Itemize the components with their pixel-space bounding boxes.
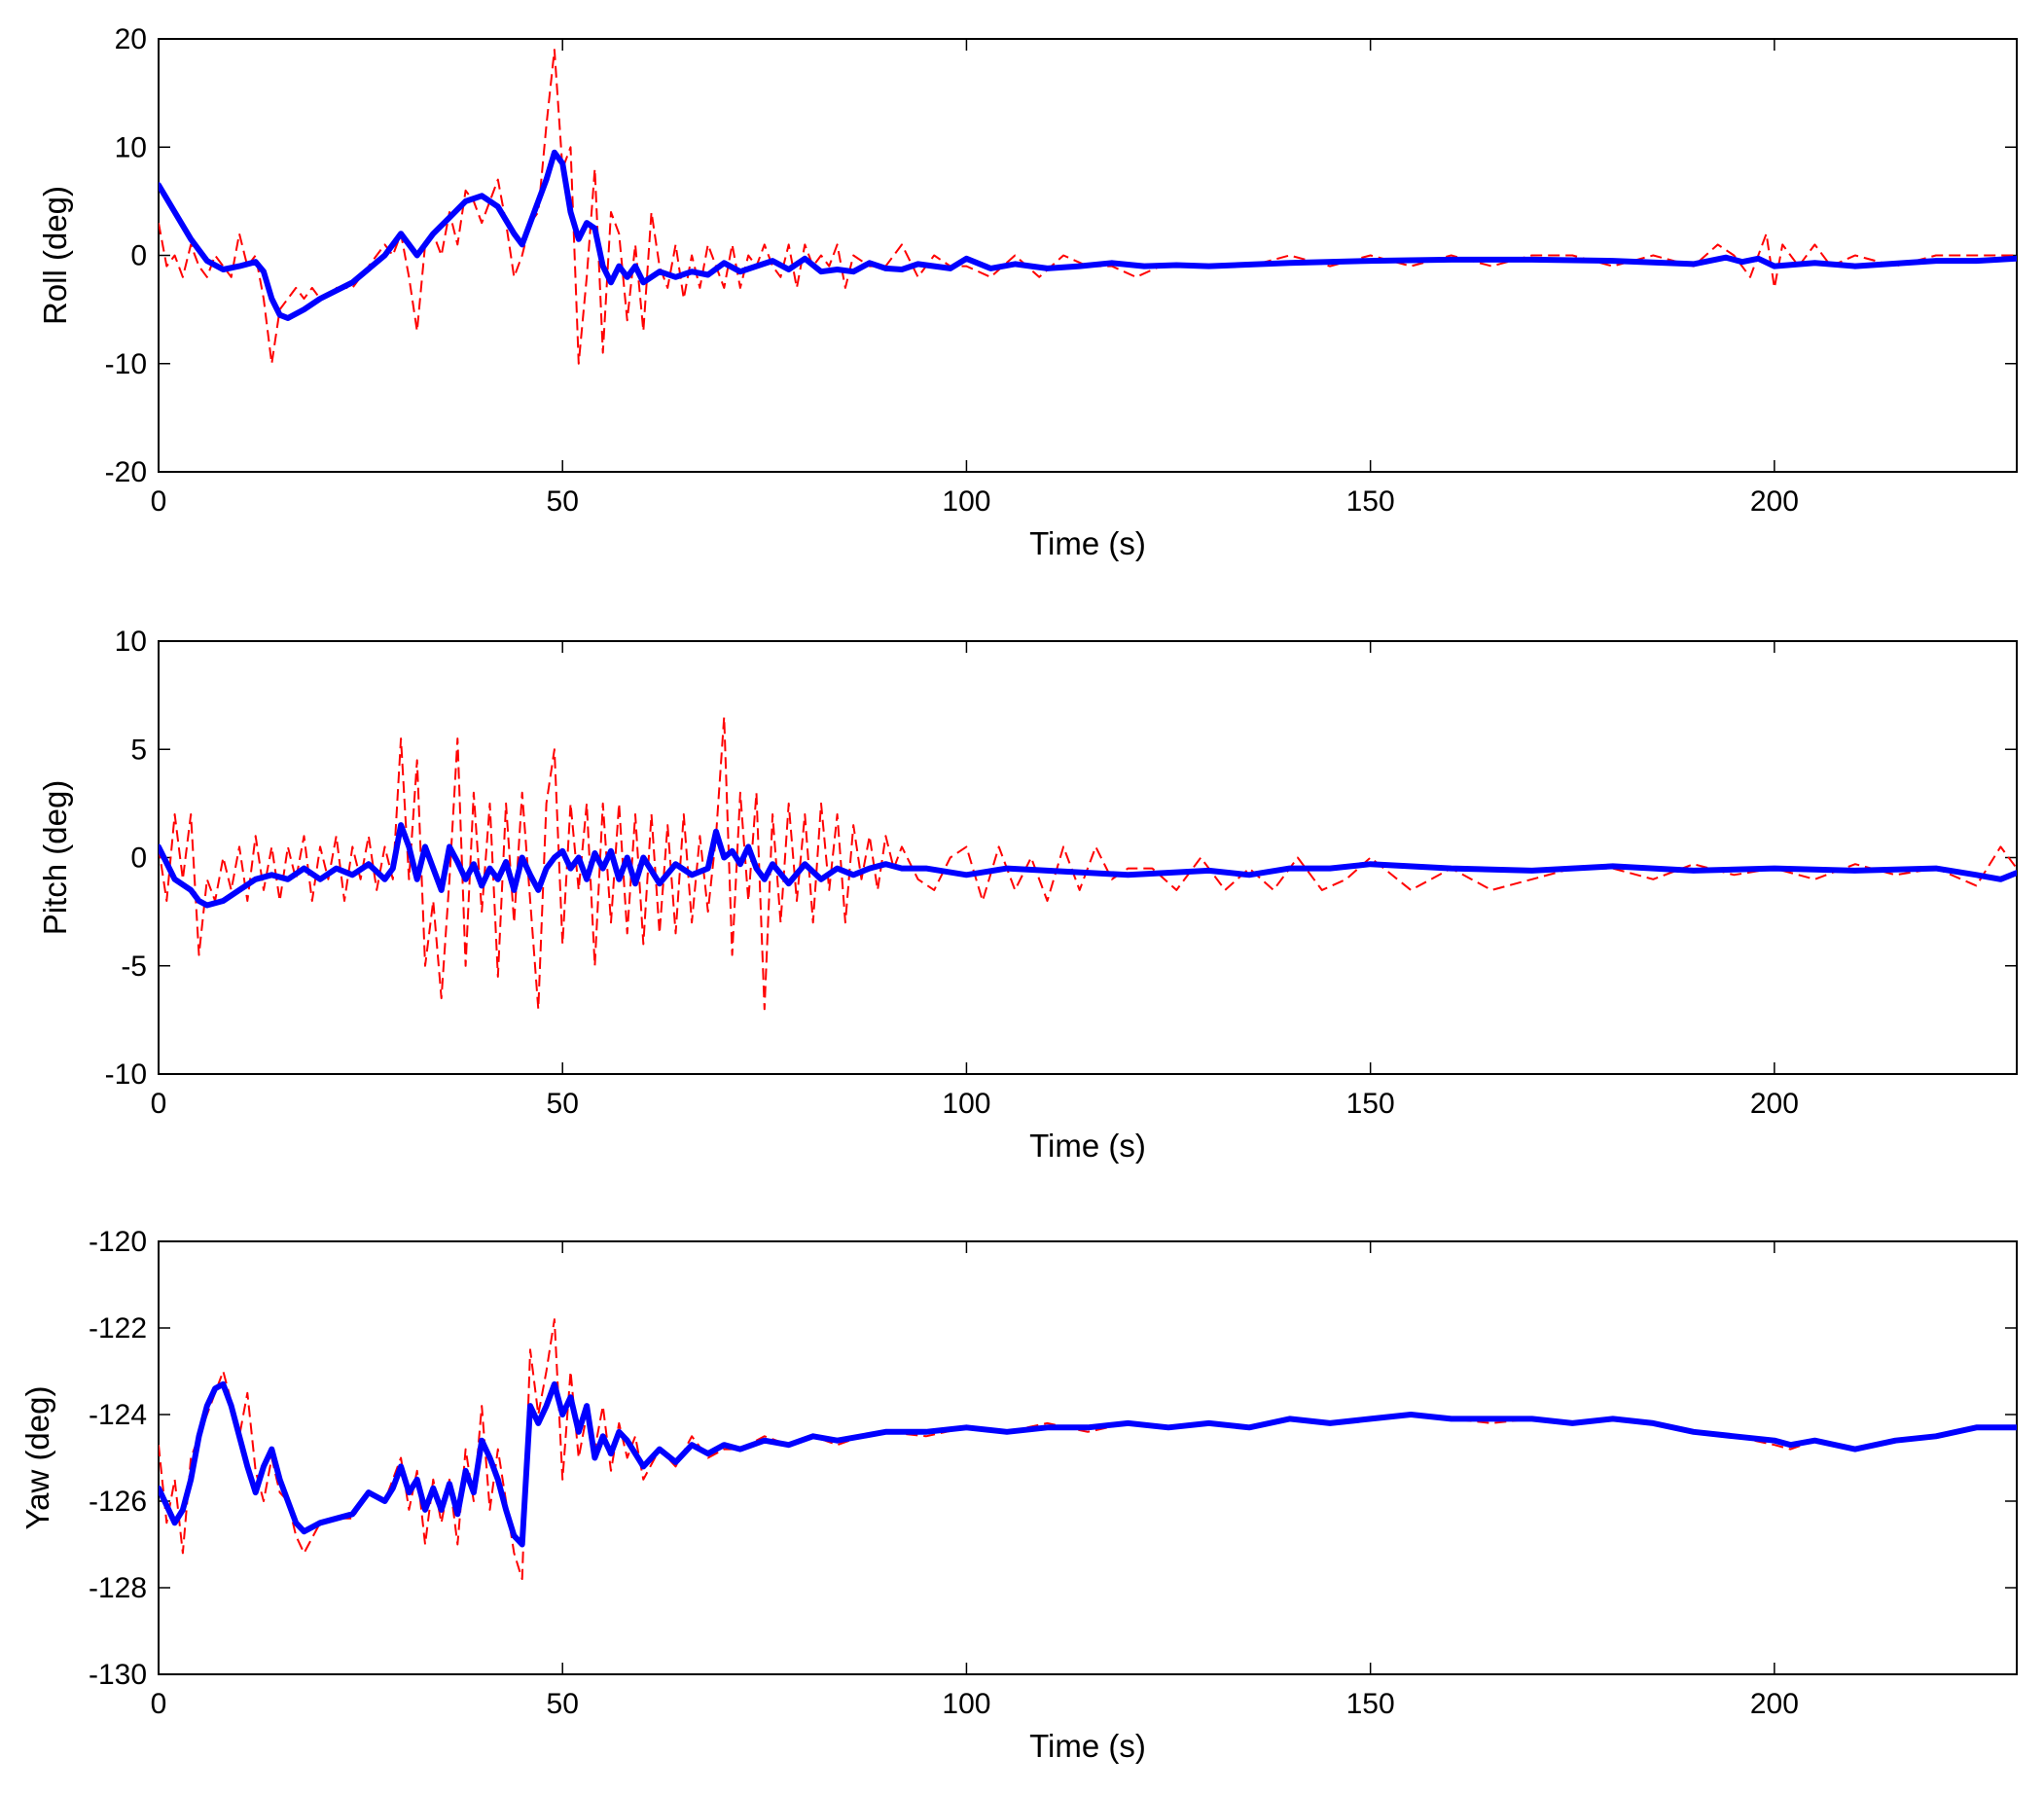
- yaw-x-tick-label: 0: [151, 1688, 167, 1720]
- pitch-y-tick-label: -5: [121, 950, 147, 983]
- pitch-y-axis-label: Pitch (deg): [37, 780, 73, 936]
- yaw-y-tick-label: -120: [89, 1226, 147, 1258]
- pitch-solid-series-line: [159, 822, 2017, 909]
- yaw-y-tick-label: -122: [89, 1312, 147, 1345]
- yaw-x-tick-label: 200: [1750, 1688, 1799, 1720]
- yaw-panel: 0 50 100 150 200 -130 -128 -126 -124 -122 -120 Time…: [19, 1226, 2018, 1764]
- pitch-x-axis-label: Time (s): [1029, 1128, 1146, 1164]
- pitch-y-tick-label: 10: [115, 626, 147, 658]
- roll-y-tick-label: -20: [105, 456, 147, 488]
- roll-y-tick-label: -10: [105, 348, 147, 380]
- pitch-y-tick-label: -10: [105, 1058, 147, 1091]
- yaw-y-tick-label: -126: [89, 1486, 147, 1518]
- roll-y-tick-label: 0: [130, 240, 147, 272]
- yaw-x-axis-label: Time (s): [1029, 1728, 1146, 1764]
- pitch-x-tick-label: 0: [151, 1088, 167, 1120]
- roll-x-tick-label: 0: [151, 485, 167, 518]
- roll-solid-series-line: [159, 149, 2017, 321]
- pitch-x-tick-label: 200: [1750, 1088, 1799, 1120]
- pitch-x-tick-label: 50: [547, 1088, 579, 1120]
- roll-x-tick-label: 50: [547, 485, 579, 518]
- yaw-y-axis-label: Yaw (deg): [19, 1386, 55, 1530]
- pitch-x-tick-label: 150: [1346, 1088, 1395, 1120]
- roll-y-tick-label: 20: [115, 23, 147, 55]
- roll-panel: 0 50 100 150 200 -20 -10 0 10 20 Time (s) Roll (deg…: [37, 23, 2018, 561]
- pitch-plot-area: [158, 640, 2018, 1075]
- roll-x-tick-label: 150: [1346, 485, 1395, 518]
- roll-x-tick-label: 100: [942, 485, 990, 518]
- roll-plot-area: [158, 38, 2018, 473]
- yaw-x-tick-label: 50: [547, 1688, 579, 1720]
- pitch-x-tick-label: 100: [942, 1088, 990, 1120]
- yaw-x-tick-label: 100: [942, 1688, 990, 1720]
- yaw-plot-area: [158, 1240, 2018, 1675]
- yaw-y-tick-label: -124: [89, 1399, 147, 1431]
- roll-y-axis-label: Roll (deg): [37, 186, 73, 325]
- yaw-y-tick-label: -130: [89, 1659, 147, 1691]
- pitch-panel: 0 50 100 150 200 -10 -5 0 5 10 Time (s) Pitch (deg): [37, 626, 2018, 1164]
- roll-x-axis-label: Time (s): [1029, 525, 1146, 561]
- roll-y-tick-label: 10: [115, 131, 147, 163]
- pitch-y-tick-label: 0: [130, 843, 147, 875]
- pitch-y-tick-label: 5: [130, 734, 147, 766]
- yaw-y-tick-label: -128: [89, 1572, 147, 1604]
- yaw-solid-series-line: [159, 1381, 2017, 1548]
- yaw-x-tick-label: 150: [1346, 1688, 1395, 1720]
- roll-x-tick-label: 200: [1750, 485, 1799, 518]
